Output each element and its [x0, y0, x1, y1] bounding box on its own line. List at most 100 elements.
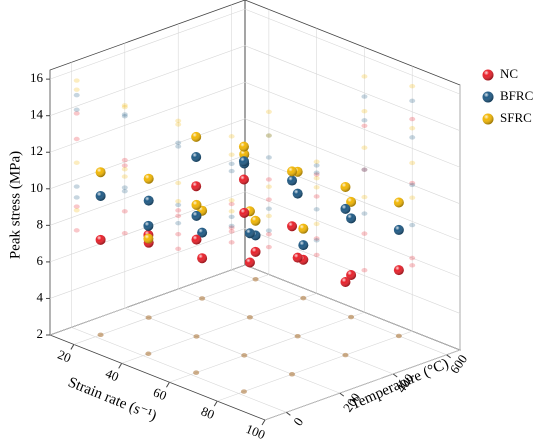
- projection: [121, 163, 128, 168]
- point-shine: [346, 269, 357, 280]
- point-shine: [250, 215, 261, 226]
- tick-mark: [286, 411, 291, 416]
- projection: [121, 188, 128, 194]
- point-shine: [244, 228, 255, 239]
- projection: [73, 111, 80, 116]
- projection: [193, 334, 200, 339]
- legend-marker-shine: [482, 113, 494, 125]
- point-shine: [191, 234, 202, 245]
- z-tick-label: 14: [30, 107, 44, 122]
- point-shine: [393, 197, 404, 208]
- projection: [313, 170, 320, 175]
- projection: [121, 174, 128, 179]
- projection: [73, 87, 80, 92]
- projection: [409, 182, 416, 188]
- projection: [121, 157, 128, 163]
- projection: [240, 389, 247, 394]
- point-shine: [191, 181, 202, 192]
- point-shine: [197, 253, 208, 264]
- projection: [228, 134, 235, 139]
- grid-line: [49, 81, 461, 168]
- projection: [241, 353, 248, 358]
- projection: [73, 228, 80, 233]
- projection: [313, 194, 320, 199]
- projection: [395, 333, 402, 339]
- projection: [342, 352, 349, 358]
- projection: [193, 370, 200, 375]
- projection: [199, 296, 206, 301]
- projection: [228, 209, 235, 214]
- projection: [175, 140, 182, 145]
- projection: [228, 225, 235, 230]
- grid-line: [73, 9, 270, 345]
- z-axis-label: Peak stress (MPa): [7, 151, 23, 259]
- point-shine: [287, 175, 298, 186]
- projection: [175, 122, 182, 127]
- projection: [300, 295, 307, 301]
- projection: [228, 201, 235, 207]
- projection: [361, 211, 368, 216]
- projection: [228, 229, 235, 234]
- projection: [265, 213, 272, 219]
- point-shine: [238, 156, 249, 167]
- point-shine: [298, 223, 309, 234]
- projection: [409, 160, 416, 166]
- projection: [409, 222, 416, 228]
- projection: [228, 161, 235, 166]
- grid-line: [71, 62, 287, 413]
- z-tick-label: 4: [37, 289, 44, 304]
- projection: [175, 202, 182, 208]
- projection: [121, 209, 128, 214]
- point-shine: [287, 166, 298, 177]
- projection: [240, 389, 247, 394]
- projection: [145, 351, 152, 356]
- grid-line: [231, 4, 447, 356]
- point-shine: [239, 207, 250, 218]
- projection: [409, 135, 416, 140]
- point-shine: [340, 203, 351, 214]
- projection: [294, 333, 301, 339]
- z-tick-label: 8: [37, 216, 44, 231]
- x-tick-label: 80: [199, 403, 217, 422]
- projection: [265, 228, 272, 233]
- legend-marker-shine: [482, 91, 494, 103]
- projection: [73, 160, 80, 165]
- projection: [395, 333, 402, 339]
- tick-mark: [339, 392, 345, 397]
- projection: [193, 334, 200, 339]
- projection: [361, 108, 368, 114]
- projection: [265, 177, 272, 182]
- point-shine: [287, 221, 298, 232]
- projection: [246, 315, 253, 320]
- projection: [289, 372, 296, 377]
- projection: [294, 333, 301, 339]
- point-shine: [340, 181, 351, 192]
- projection: [265, 244, 272, 250]
- projection: [241, 353, 248, 358]
- projection: [193, 334, 200, 339]
- point-shine: [292, 188, 303, 199]
- projection: [265, 197, 272, 202]
- projection: [121, 103, 128, 108]
- projection: [313, 238, 320, 243]
- projection: [265, 206, 272, 211]
- projection: [175, 144, 182, 149]
- projection: [313, 207, 320, 212]
- x-tick-label: 40: [103, 366, 121, 385]
- projection: [409, 116, 416, 122]
- point-shine: [143, 220, 154, 231]
- y-tick-label: 600: [447, 352, 470, 377]
- projection: [294, 333, 301, 339]
- projection: [175, 199, 182, 204]
- projection: [175, 220, 182, 226]
- y-tick-label: 0: [290, 414, 306, 428]
- projection: [361, 123, 368, 129]
- grid-line: [49, 45, 461, 131]
- projection: [361, 194, 368, 200]
- projection: [228, 168, 235, 174]
- projection: [265, 184, 272, 189]
- projection: [228, 214, 235, 219]
- projection: [73, 107, 80, 112]
- projection: [73, 204, 80, 209]
- right-wall: [244, 0, 461, 351]
